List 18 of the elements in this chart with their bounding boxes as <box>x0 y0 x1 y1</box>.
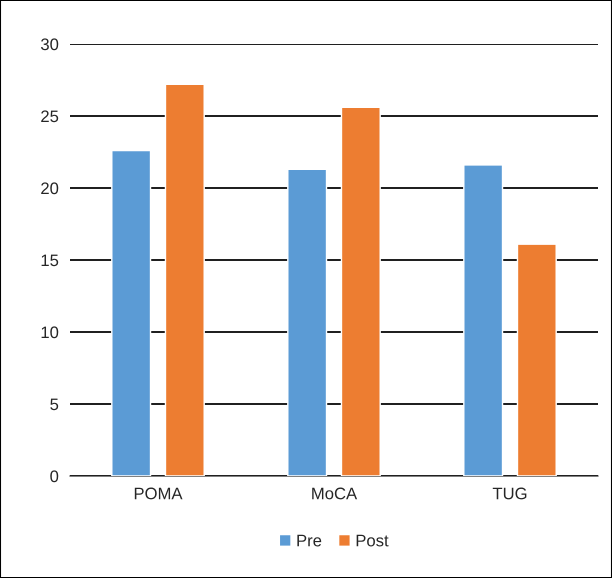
y-tick-label: 30 <box>40 38 58 50</box>
y-tick-label: 5 <box>50 398 58 410</box>
legend-label: Pre <box>297 534 322 546</box>
bar <box>111 150 152 476</box>
bar <box>340 106 381 476</box>
y-tick-label: 15 <box>42 254 58 266</box>
x-tick-label: TUG <box>492 488 526 500</box>
y-tick-label: 20 <box>41 182 58 194</box>
bar <box>516 243 557 476</box>
x-tick-label: MoCA <box>312 488 358 500</box>
y-tick-label: 0 <box>50 470 58 482</box>
bar <box>164 84 205 476</box>
y-tick-label: 25 <box>41 110 58 122</box>
legend-label: Post <box>356 534 389 546</box>
x-tick-label: POMA <box>134 488 183 500</box>
y-tick-label: 10 <box>42 326 58 338</box>
bar <box>287 168 328 476</box>
bar <box>463 164 504 476</box>
